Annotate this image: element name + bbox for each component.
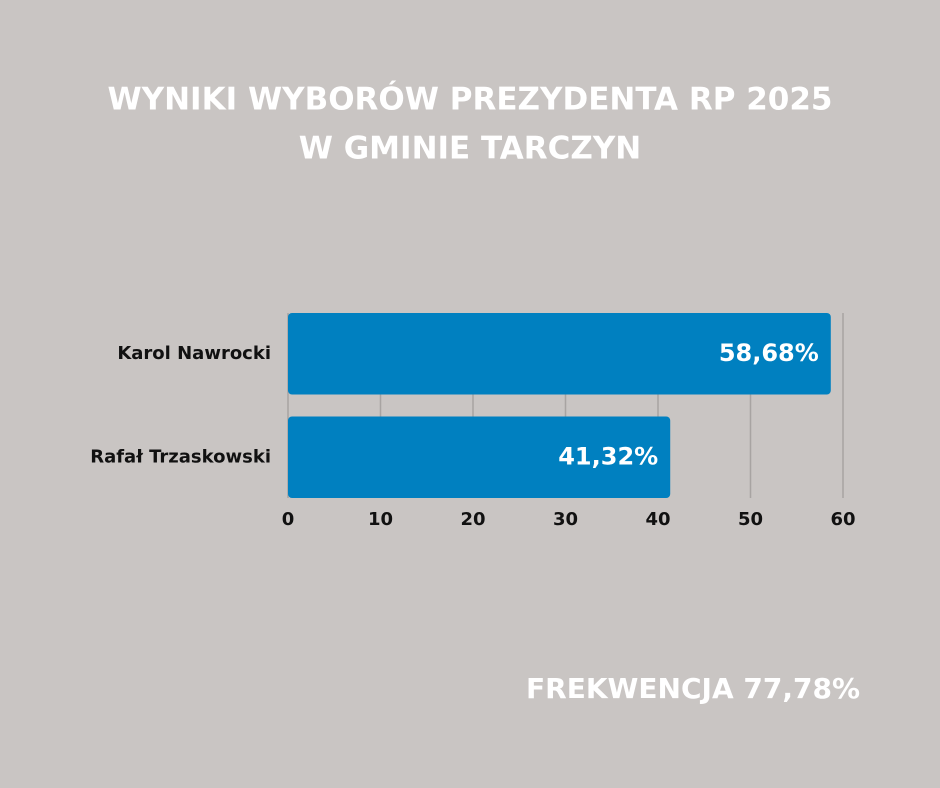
x-tick-label: 30	[553, 509, 578, 530]
x-tick-label: 60	[830, 509, 855, 530]
annotation: FREKWENCJA 77,78%	[526, 672, 860, 705]
y-tick-label: Rafał Trzaskowski	[90, 446, 271, 467]
value-label: 58,68%	[719, 339, 819, 367]
bar	[288, 313, 831, 395]
value-label: 41,32%	[558, 442, 658, 470]
x-tick-label: 10	[368, 509, 393, 530]
x-tick-label: 50	[738, 509, 763, 530]
x-tick-label: 20	[460, 509, 485, 530]
y-tick-label: Karol Nawrocki	[117, 343, 271, 364]
chart-title: W GMINIE TARCZYN	[299, 131, 641, 167]
x-tick-label: 40	[645, 509, 670, 530]
chart-title: WYNIKI WYBORÓW PREZYDENTA RP 2025	[107, 81, 832, 118]
bar	[288, 416, 671, 498]
x-tick-label: 0	[282, 509, 295, 530]
